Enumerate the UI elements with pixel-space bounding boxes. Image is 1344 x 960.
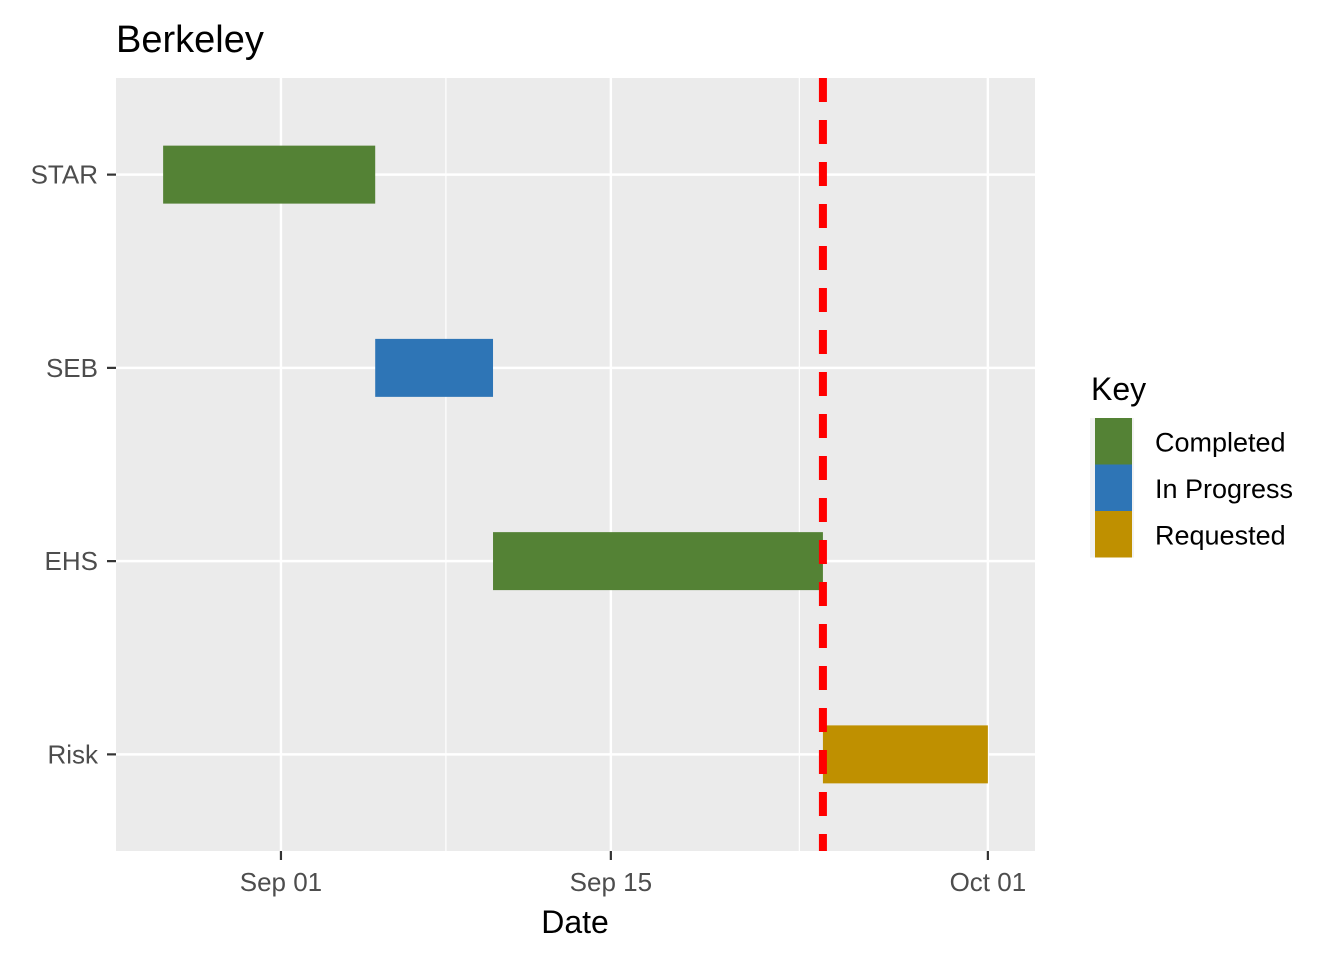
legend-swatch [1095,418,1132,465]
legend-label: Completed [1155,427,1286,457]
legend: Key Completed In Progress Requested [1090,371,1293,558]
legend-label: Requested [1155,520,1286,550]
x-tick-label: Oct 01 [950,867,1027,897]
y-tick-label: SEB [46,353,98,383]
bar-star [163,145,376,204]
x-tick-label: Sep 01 [240,867,322,897]
legend-swatch [1095,464,1132,511]
bar-risk [822,725,988,784]
legend-label: In Progress [1155,474,1293,504]
y-tick-label: Risk [47,739,99,769]
axes: STAR SEB EHS Risk Sep 01 Sep 15 Oct 01 [31,160,1027,897]
bars [163,145,988,784]
x-tick-label: Sep 15 [570,867,652,897]
legend-swatch [1095,511,1132,558]
y-tick-label: EHS [45,546,98,576]
plot-panel [116,78,1035,851]
bar-seb [375,338,494,397]
grid-lines [116,78,1035,851]
x-axis-title: Date [541,904,609,940]
chart-title: Berkeley [116,19,264,61]
legend-title: Key [1091,371,1146,407]
bar-ehs [493,532,823,591]
y-tick-label: STAR [31,160,98,190]
